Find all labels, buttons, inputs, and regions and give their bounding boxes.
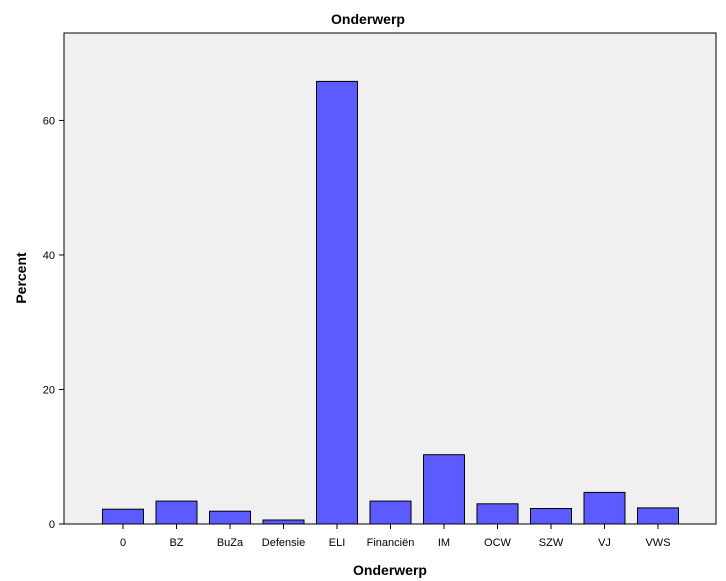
bar-szw	[530, 508, 572, 525]
bar-defensie	[262, 519, 305, 525]
y-axis: 0 20 40 60	[43, 115, 64, 531]
x-tick-label: SZW	[539, 537, 564, 549]
x-tick-label: OCW	[484, 537, 512, 549]
bar-bz	[155, 500, 198, 525]
x-tick-label: Defensie	[262, 537, 305, 549]
x-tick-label: VWS	[645, 537, 670, 549]
plot-area	[63, 32, 717, 525]
bars-group	[102, 80, 679, 525]
bar-ocw	[476, 503, 519, 525]
y-tick-label: 0	[49, 519, 55, 531]
x-tick-label: BZ	[169, 537, 183, 549]
bar-financiën	[369, 500, 412, 525]
x-tick-label: ELI	[329, 537, 346, 549]
x-tick-label: Financiën	[367, 537, 415, 549]
x-tick-label: IM	[438, 537, 450, 549]
bar-vws	[637, 507, 679, 525]
y-tick-label: 20	[43, 384, 55, 396]
bar-im	[423, 454, 465, 525]
bar-vj	[583, 491, 626, 525]
y-axis-label: Percent	[13, 252, 29, 304]
chart-title: Onderwerp	[331, 11, 405, 27]
bar-0	[102, 508, 144, 525]
bar-eli	[316, 80, 358, 525]
bar-buza	[209, 510, 251, 525]
x-tick-label: 0	[120, 537, 126, 549]
x-axis: 0 BZ BuZa Defensie ELI Financiën IM OCW SZW VJ VWS	[120, 524, 671, 549]
x-tick-label: VJ	[598, 537, 611, 549]
y-tick-label: 60	[43, 115, 55, 127]
y-tick-label: 40	[43, 250, 55, 262]
x-tick-label: BuZa	[217, 537, 244, 549]
x-axis-label: Onderwerp	[353, 562, 427, 578]
